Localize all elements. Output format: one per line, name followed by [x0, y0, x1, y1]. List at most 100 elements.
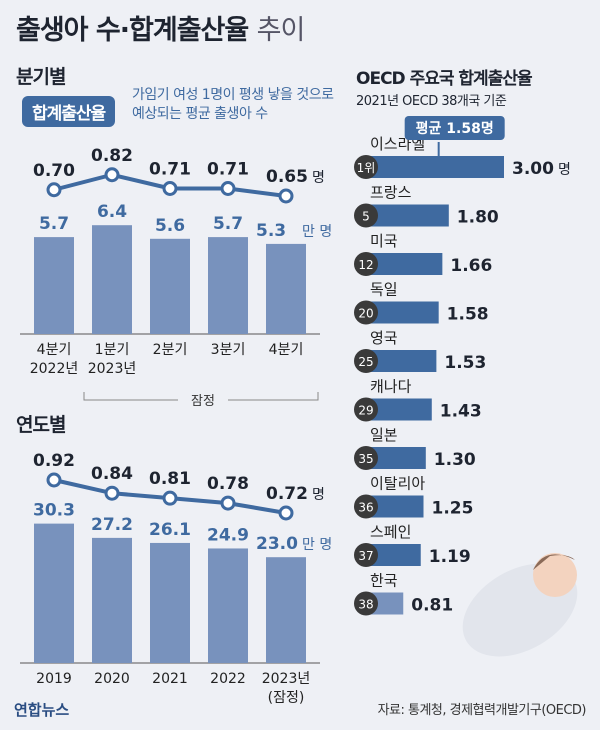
- oecd-rank-circle: [354, 155, 378, 179]
- oecd-country-label: 미국: [370, 232, 398, 250]
- oecd-country-label: 독일: [370, 281, 398, 299]
- annual-line-label: 0.92: [33, 451, 75, 471]
- quarterly-bar-unit: 만 명: [302, 224, 332, 240]
- annual-line-point: [278, 505, 294, 521]
- oecd-value-label: 1.58: [447, 305, 489, 325]
- oecd-rank-circle: [354, 203, 378, 228]
- annual-line-label: 0.81: [149, 469, 191, 489]
- oecd-bar: [366, 350, 437, 372]
- provisional-label-bg: [178, 392, 228, 408]
- quarterly-category-label: 2022년: [30, 361, 79, 377]
- annual-line-point: [220, 495, 236, 511]
- oecd-rank-circle: [354, 446, 378, 470]
- quarterly-line-point: [104, 167, 120, 183]
- annual-bar-label: 30.3: [33, 501, 75, 521]
- annual-bar: [150, 542, 190, 663]
- quarterly-line-label: 0.71: [207, 160, 249, 180]
- annual-bar-label: 23.0: [256, 534, 298, 554]
- quarterly-line-point: [162, 181, 178, 196]
- oecd-rank-label: 29: [358, 404, 373, 418]
- oecd-bar: [366, 447, 426, 469]
- annual-line-point: [46, 472, 62, 488]
- oecd-rank-label: 25: [358, 355, 373, 369]
- oecd-bar: [366, 301, 439, 324]
- quarterly-category-label: 2분기: [153, 342, 188, 358]
- oecd-rank-label: 12: [358, 258, 373, 272]
- annual-bar: [92, 537, 132, 663]
- quarterly-line-point: [46, 182, 62, 198]
- oecd-value-label: 1.43: [440, 402, 482, 422]
- oecd-heading: OECD 주요국 합계출산율: [356, 69, 533, 89]
- oecd-rank-circle: [354, 543, 378, 567]
- quarterly-line-point: [220, 181, 236, 196]
- logo: 연합뉴스: [14, 701, 70, 719]
- quarterly-bar: [208, 237, 248, 334]
- oecd-rank-label: 5: [362, 210, 370, 224]
- annual-category-label: 2021: [152, 671, 188, 687]
- oecd-country-label: 한국: [370, 572, 398, 590]
- oecd-rank-label: 35: [358, 452, 373, 466]
- fertility-description: 가임기 여성 1명이 평생 낳을 것으로 예상되는 평균 출생아 수: [132, 87, 334, 122]
- annual-line-label: 0.72: [266, 484, 308, 504]
- quarterly-bar-label: 6.4: [97, 202, 127, 222]
- oecd-value-label: 1.53: [444, 353, 486, 373]
- source-note: 자료: 통계청, 경제협력개발기구(OECD): [377, 703, 587, 718]
- oecd-value-label: 0.81: [411, 596, 453, 616]
- annual-bar-label: 26.1: [149, 520, 191, 540]
- quarterly-bar-label: 5.7: [213, 214, 243, 234]
- oecd-rank-circle: [354, 252, 378, 276]
- oecd-rank-label: 1위: [357, 161, 376, 175]
- oecd-avg-callout-box: [404, 116, 505, 140]
- provisional-label: 잠정: [191, 394, 215, 409]
- quarterly-line-label: 0.65: [266, 167, 308, 187]
- oecd-bar: [366, 204, 449, 227]
- oecd-rank-circle: [354, 494, 378, 519]
- oecd-value-label: 1.30: [434, 450, 476, 470]
- oecd-value-label: 1.19: [429, 547, 471, 567]
- oecd-country-label: 영국: [370, 329, 398, 347]
- oecd-rank-label: 20: [358, 307, 373, 321]
- quarterly-category-label: 1분기: [95, 342, 130, 358]
- annual-category-label: 2022: [210, 671, 246, 687]
- baby-hair-shape: [533, 554, 575, 570]
- oecd-rank-circle: [354, 397, 378, 422]
- annual-line-point: [104, 485, 120, 501]
- oecd-value-label: 1.25: [432, 499, 474, 519]
- page-title: 출생아 수·합계출산율 추이: [16, 15, 306, 46]
- oecd-subheading: 2021년 OECD 38개국 기준: [356, 94, 507, 109]
- annual-line-label: 0.84: [91, 464, 133, 484]
- quarterly-line-label: 0.82: [91, 146, 133, 166]
- annual-bar: [208, 548, 248, 663]
- quarterly-line-point: [278, 188, 294, 204]
- oecd-bar: [366, 253, 443, 275]
- oecd-unit: 명: [558, 162, 571, 178]
- oecd-rank-label: 36: [358, 501, 373, 515]
- annual-category-label: (잠정): [268, 690, 305, 706]
- annual-line-label: 0.78: [207, 474, 249, 494]
- quarterly-category-label: 3분기: [211, 342, 246, 358]
- annual-category-label: 2023년: [262, 671, 311, 687]
- oecd-rank-circle: [354, 591, 378, 616]
- quarterly-bar: [92, 225, 132, 334]
- quarterly-bar-label: 5.6: [155, 216, 185, 236]
- quarterly-heading: 분기별: [16, 66, 66, 88]
- quarterly-line-label: 0.70: [33, 161, 75, 181]
- quarterly-category-label: 4분기: [269, 342, 304, 358]
- quarterly-line-label: 0.71: [149, 160, 191, 180]
- oecd-value-label: 1.80: [457, 208, 499, 228]
- oecd-country-label: 스페인: [370, 523, 411, 541]
- title-suffix: 추이: [256, 15, 306, 46]
- oecd-bar: [366, 398, 432, 421]
- fertility-badge: 합계출산율: [22, 96, 116, 127]
- quarterly-bar-label: 5.3: [256, 221, 286, 241]
- annual-category-label: 2020: [94, 671, 130, 687]
- oecd-rank-circle: [354, 349, 378, 373]
- annual-bar-unit: 만 명: [302, 537, 332, 553]
- oecd-value-label: 1.66: [450, 256, 492, 276]
- quarterly-category-label: 4분기: [37, 342, 72, 358]
- oecd-rank-label: 38: [358, 598, 373, 612]
- annual-heading: 연도별: [16, 414, 66, 436]
- quarterly-bar: [150, 238, 190, 334]
- annual-bar-label: 24.9: [207, 525, 249, 545]
- oecd-value-label: 3.00: [512, 159, 554, 179]
